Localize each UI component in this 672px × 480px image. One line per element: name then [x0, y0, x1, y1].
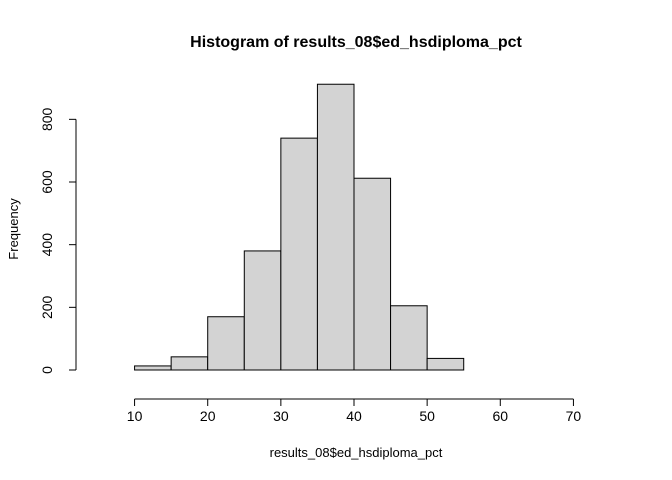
x-axis: 10 20 30 40 50 60 70 — [127, 398, 582, 424]
x-axis-label: results_08$ed_hsdiploma_pct — [270, 445, 443, 460]
y-axis: 0 200 400 600 800 — [39, 107, 77, 374]
histogram-bar-40-45 — [353, 177, 392, 371]
y-tick-label-200: 200 — [39, 295, 55, 319]
bars-group — [134, 83, 465, 371]
y-tick-label-800: 800 — [39, 107, 55, 131]
histogram-bar-30-35 — [280, 137, 318, 371]
histogram-bar-50-55 — [426, 357, 465, 371]
y-tick-label-0: 0 — [39, 366, 55, 374]
histogram-bar-15-20 — [170, 356, 209, 371]
x-tick-label-10: 10 — [127, 408, 143, 424]
chart-title: Histogram of results_08$ed_hsdiploma_pct — [190, 34, 522, 51]
x-tick-label-20: 20 — [200, 408, 216, 424]
histogram-bar-35-40 — [316, 83, 355, 371]
x-tick-label-40: 40 — [346, 408, 362, 424]
x-tick-label-70: 70 — [566, 408, 582, 424]
y-tick-label-400: 400 — [39, 233, 55, 257]
y-tick-label-600: 600 — [39, 170, 55, 194]
x-tick-label-30: 30 — [273, 408, 289, 424]
histogram-bar-25-30 — [243, 250, 282, 371]
x-tick-label-60: 60 — [492, 408, 508, 424]
histogram-bar-10-15 — [134, 365, 172, 371]
histogram-bar-20-25 — [207, 316, 245, 371]
x-tick-label-50: 50 — [419, 408, 435, 424]
y-axis-label: Frequency — [6, 198, 21, 260]
histogram-bar-45-50 — [390, 305, 428, 371]
